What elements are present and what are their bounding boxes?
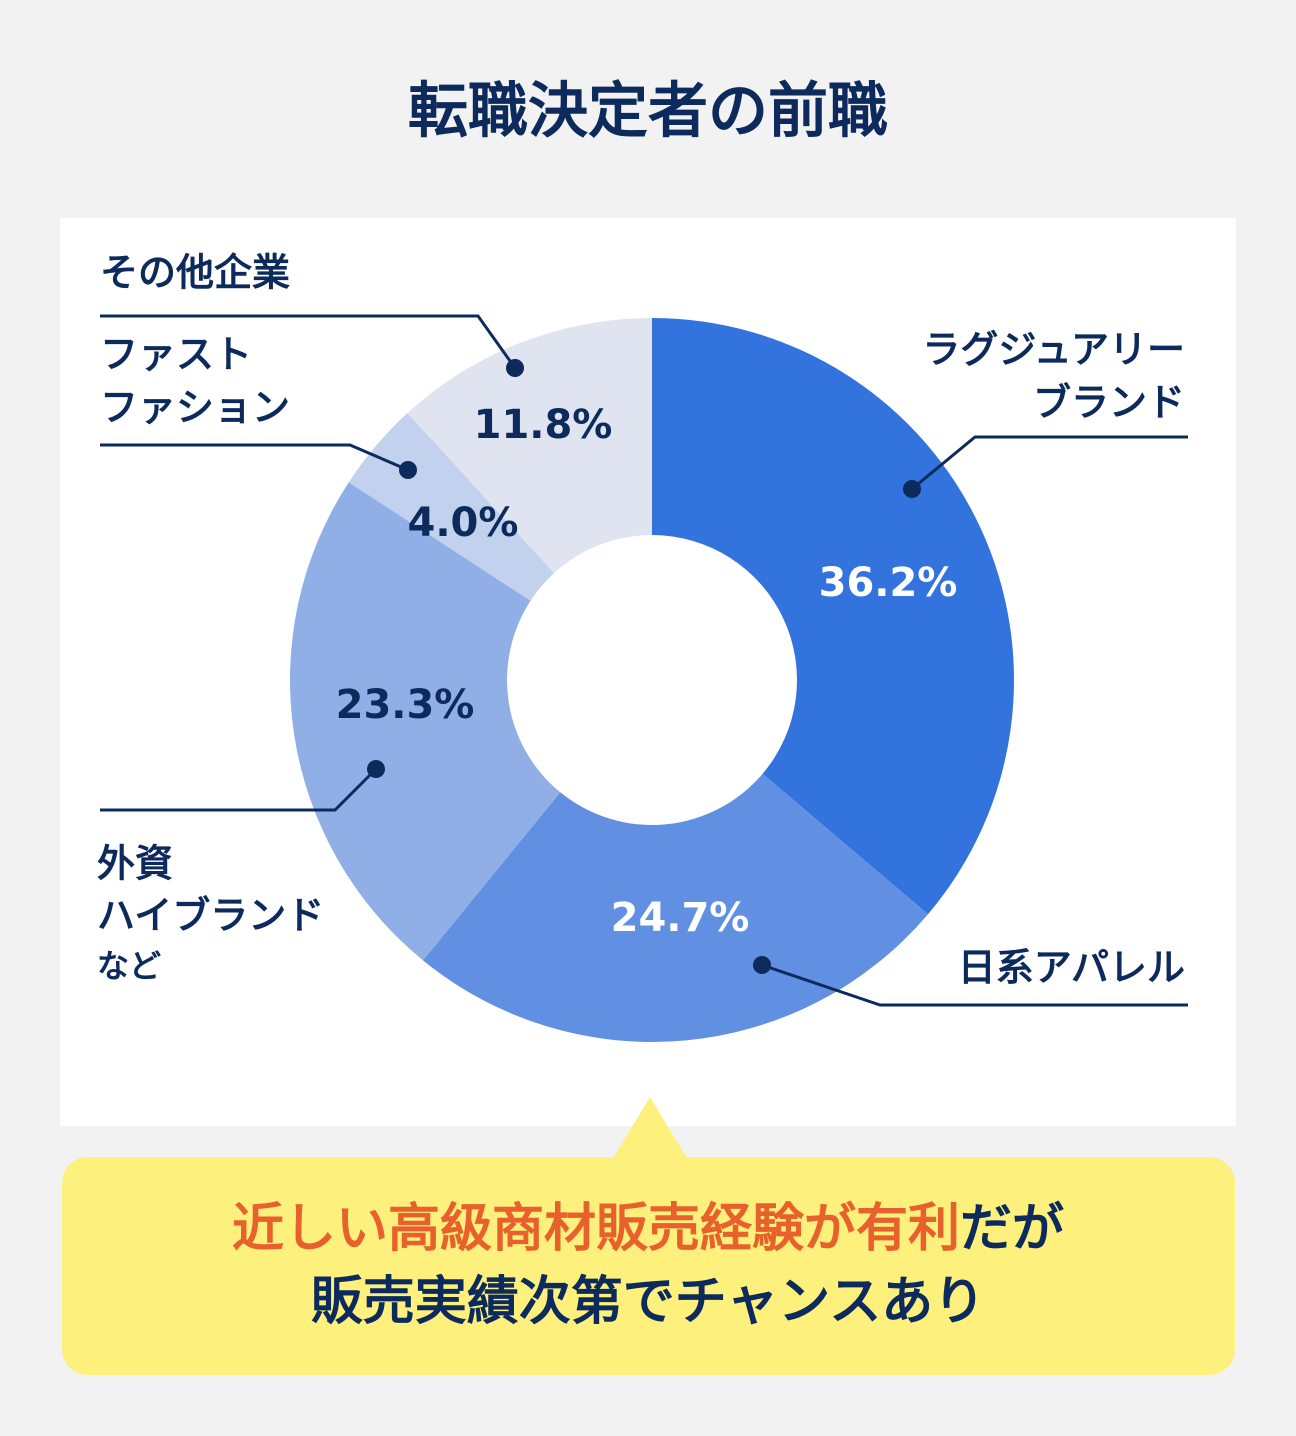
callout-box (62, 1157, 1235, 1375)
category-label: 日系アパレル (958, 946, 1185, 990)
callout-line: 近しい高級商材販売経験が有利だが (232, 1199, 1064, 1259)
callout-text: だが (960, 1199, 1064, 1259)
leader-line (100, 767, 378, 812)
value-label: 11.8% (474, 402, 613, 448)
category-label: など (97, 947, 161, 985)
value-label: 24.7% (611, 895, 750, 941)
value-label: 36.2% (819, 560, 958, 606)
callout-pointer (612, 1097, 688, 1160)
donut-slice (290, 482, 561, 961)
leader-line (100, 443, 409, 472)
category-label: ラグジュアリー (922, 328, 1185, 372)
value-label: 23.3% (336, 682, 475, 728)
leader-dot (399, 461, 417, 479)
category-label: ブランド (1033, 381, 1185, 425)
category-label: ファスト (100, 333, 252, 377)
category-label: ファション (100, 386, 290, 430)
leader-dot (903, 480, 921, 498)
donut-slice (652, 318, 1015, 915)
leader-line (911, 435, 1188, 491)
callout-line: 販売実績次第でチャンスあり (311, 1272, 985, 1332)
donut-slice (423, 773, 929, 1042)
category-label: その他企業 (100, 251, 290, 295)
leader-dot (753, 956, 771, 974)
callout-highlight: 近しい高級商材販売経験が有利 (232, 1199, 960, 1259)
leader-line (100, 314, 517, 369)
leader-dot (367, 760, 385, 778)
leader-line (761, 963, 1188, 1007)
category-label: 外資 (97, 842, 173, 886)
donut-slice (348, 413, 555, 601)
leader-dot (506, 359, 524, 377)
donut-slice (407, 318, 652, 574)
category-label: ハイブランド (97, 894, 324, 938)
chart-title: 転職決定者の前職 (408, 77, 888, 147)
value-label: 4.0% (408, 500, 519, 546)
